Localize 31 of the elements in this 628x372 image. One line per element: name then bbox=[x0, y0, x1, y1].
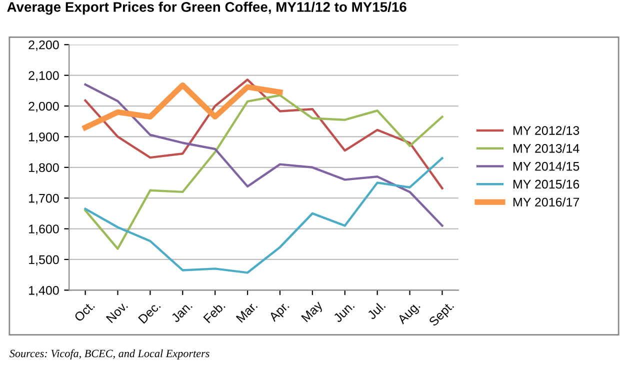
y-tick-label: 2,100 bbox=[28, 71, 59, 82]
x-tick-label: Aug. bbox=[396, 301, 422, 326]
x-tick-label: Feb. bbox=[202, 300, 226, 324]
x-tick-label: Oct. bbox=[74, 300, 95, 322]
x-tick-label: Apr. bbox=[268, 301, 292, 324]
legend-label: MY 2012/13 bbox=[514, 126, 580, 135]
chart-title: Average Export Prices for Green Coffee, MY11/12 to MY15/16 bbox=[7, 2, 406, 15]
y-tick-label: 1,600 bbox=[29, 224, 59, 235]
x-tick-label: Jul. bbox=[366, 300, 386, 320]
y-tick-label: 2,000 bbox=[28, 102, 59, 112]
y-tick-label: 1,900 bbox=[29, 132, 59, 143]
x-tick-label: May bbox=[301, 300, 325, 324]
y-tick-label: 2,200 bbox=[28, 40, 59, 51]
legend-label: MY 2013/14 bbox=[514, 144, 580, 153]
legend-label: MY 2015/16 bbox=[514, 179, 580, 189]
y-tick-label: 1,400 bbox=[29, 286, 59, 296]
legend-label: MY 2016/17 bbox=[514, 197, 580, 207]
x-tick-label: Mar. bbox=[236, 301, 258, 323]
x-tick-label: Dec. bbox=[138, 301, 161, 324]
line-series bbox=[84, 78, 444, 190]
x-tick-label: Nov. bbox=[106, 301, 128, 324]
x-tick-label: Jun. bbox=[332, 301, 355, 323]
legend-label: MY 2014/15 bbox=[514, 162, 580, 171]
line-series bbox=[84, 83, 444, 227]
line-series bbox=[84, 94, 444, 250]
x-tick-label: Jan. bbox=[170, 301, 193, 323]
source-note: Sources: Vicofa, BCEC, and Local Exporters bbox=[10, 349, 210, 360]
line-series bbox=[84, 157, 444, 274]
y-tick-label: 1,700 bbox=[29, 194, 59, 204]
y-tick-label: 1,500 bbox=[29, 255, 59, 266]
y-tick-label: 1,800 bbox=[29, 163, 59, 174]
